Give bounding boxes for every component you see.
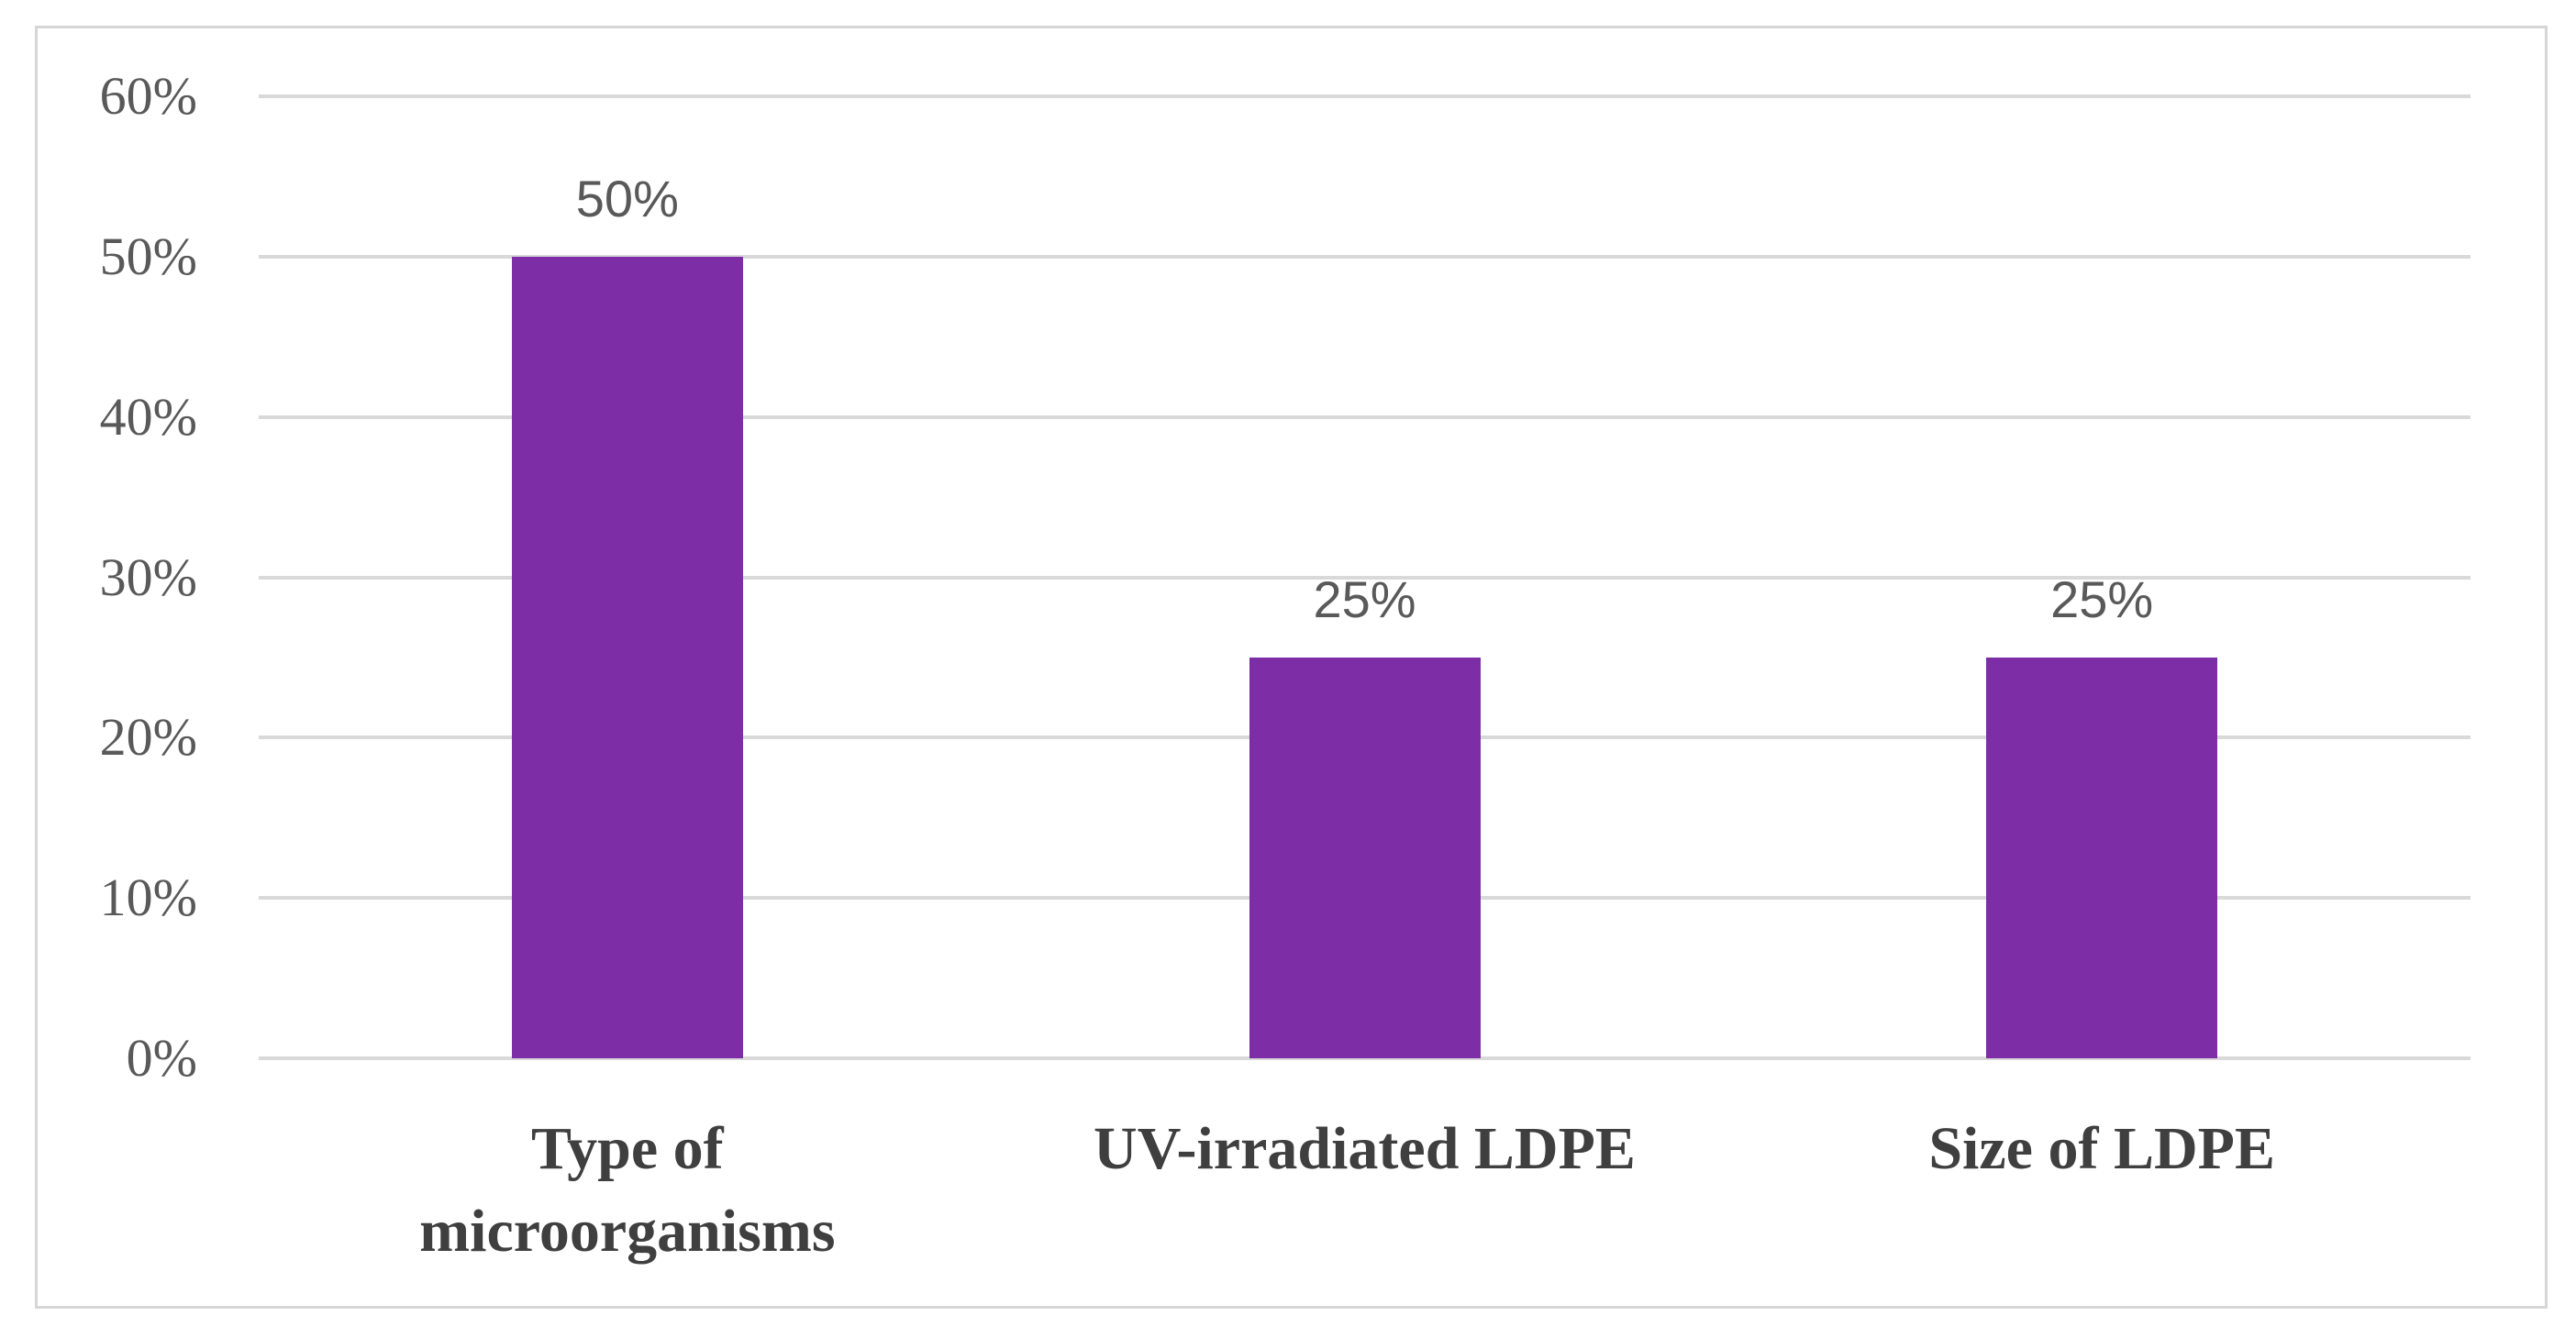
bar-data-label: 25% (2050, 569, 2154, 628)
x-category-label: UV-irradiated LDPE (996, 1108, 1734, 1190)
bar-data-label: 25% (1313, 569, 1416, 628)
y-tick-label: 40% (99, 386, 197, 447)
x-category-label-line: Type of (531, 1115, 724, 1182)
x-category-label-line: UV-irradiated LDPE (1094, 1115, 1636, 1182)
x-axis-line (259, 1056, 2471, 1060)
gridline (259, 254, 2471, 259)
y-tick-label: 60% (99, 66, 197, 126)
x-category-label-line: Size of LDPE (1928, 1115, 2275, 1182)
bar (1986, 657, 2218, 1058)
y-tick-label: 0% (126, 1028, 197, 1088)
bar (511, 256, 743, 1058)
gridline (259, 415, 2471, 419)
gridline (259, 575, 2471, 580)
y-tick-label: 30% (99, 547, 197, 607)
x-category-label-line: microorganisms (419, 1198, 836, 1265)
bar (1249, 657, 1481, 1058)
y-tick-label: 10% (99, 868, 197, 928)
bar-data-label: 50% (575, 169, 679, 227)
x-category-label: Type of microorganisms (259, 1108, 996, 1273)
gridline (259, 94, 2471, 98)
y-tick-label: 20% (99, 707, 197, 768)
x-category-label: Size of LDPE (1733, 1108, 2471, 1190)
y-tick-label: 50% (99, 226, 197, 286)
